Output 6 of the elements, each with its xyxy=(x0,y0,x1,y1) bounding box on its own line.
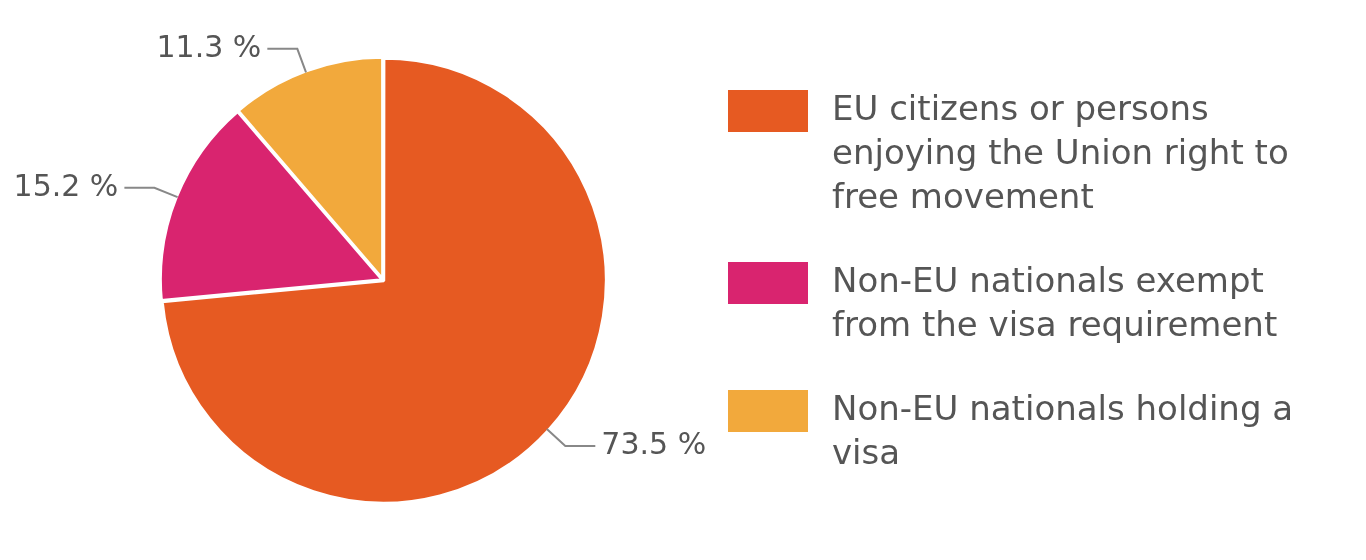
legend-label: Non-EU nationals exempt from the visa requirement xyxy=(832,259,1279,346)
legend-label: EU citizens or persons enjoying the Union right to free movement xyxy=(832,87,1290,218)
legend-label: Non-EU nationals holding a visa xyxy=(832,387,1295,474)
data-label: 11.3 % xyxy=(156,28,262,64)
data-label: 73.5 % xyxy=(601,425,707,461)
data-label: 15.2 % xyxy=(13,167,119,203)
